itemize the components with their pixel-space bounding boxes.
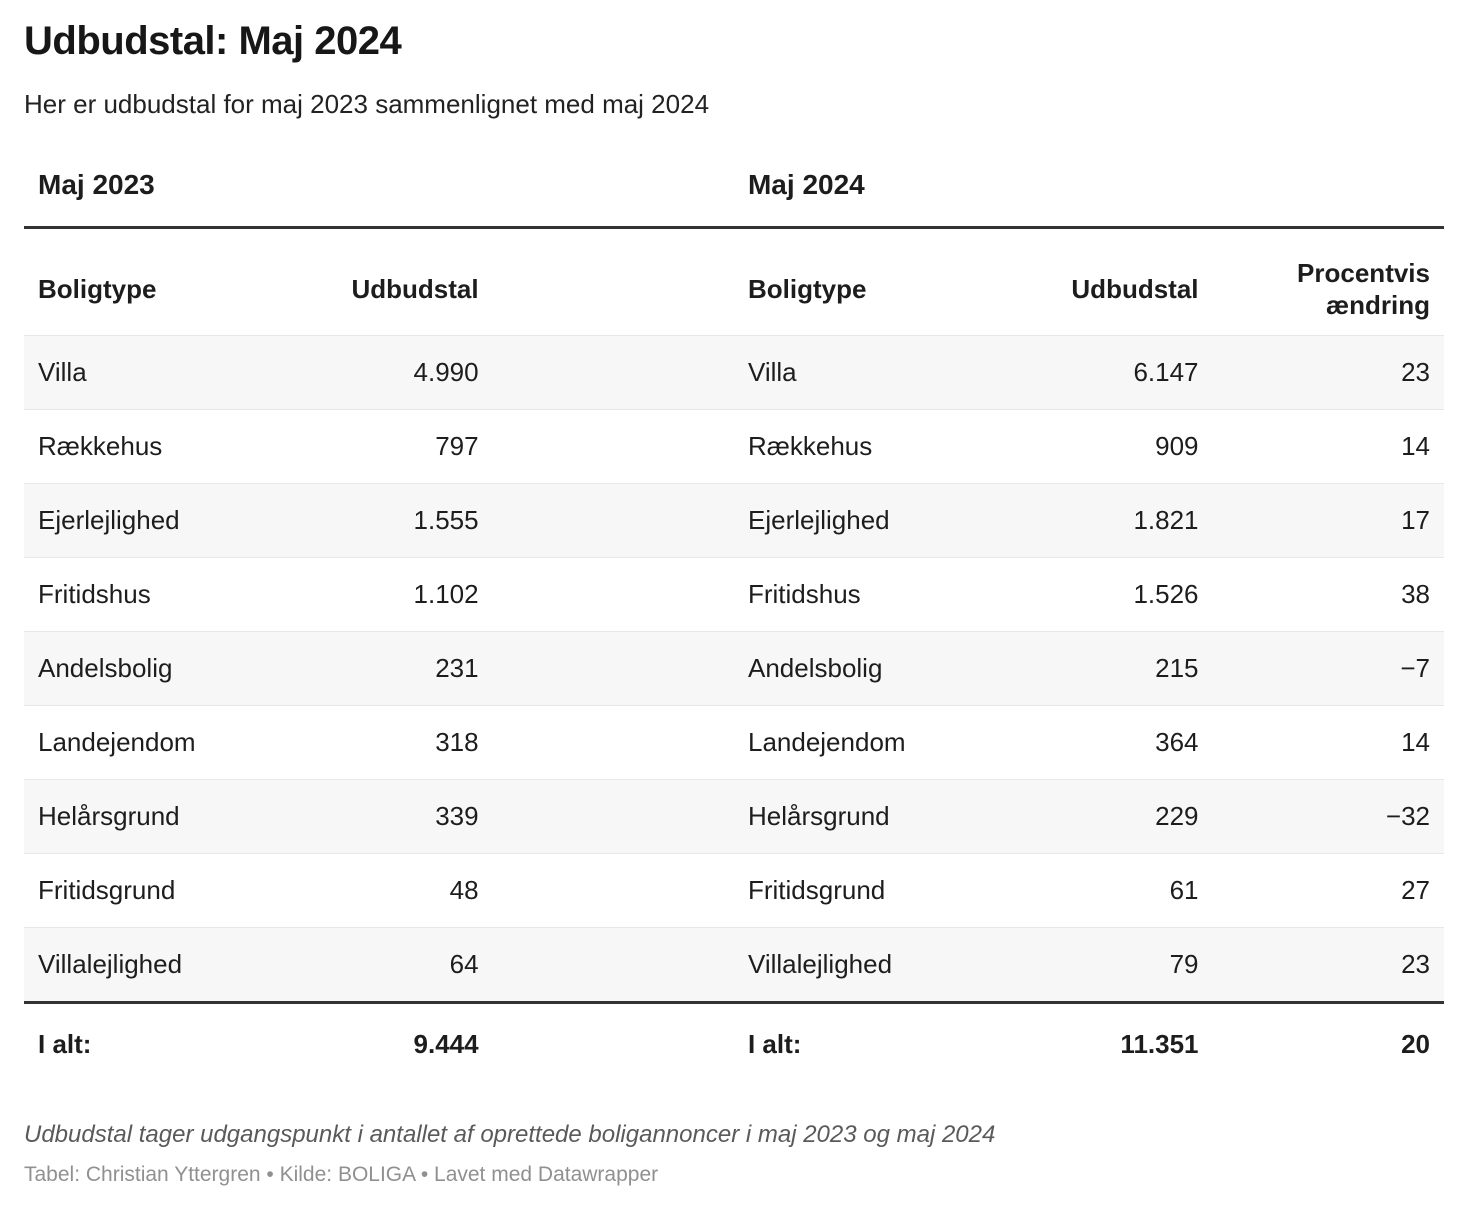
udbudstal-2024-cell: 229 bbox=[1155, 801, 1199, 831]
udbudstal-2023-cell: 318 bbox=[435, 727, 479, 757]
table-note: Udbudstal tager udgangspunkt i antallet … bbox=[24, 1121, 996, 1148]
spacer-cell bbox=[493, 558, 734, 632]
boligtype-2023-cell: Ejerlejlighed bbox=[38, 505, 180, 535]
group-header-row: Maj 2023 Maj 2024 bbox=[24, 168, 1444, 229]
udbudstal-2024-cell: 909 bbox=[1155, 431, 1199, 461]
table-row: Fritidshus 1.102 Fritidshus 1.526 38 bbox=[24, 557, 1444, 632]
col-header-boligtype-2023: Boligtype bbox=[38, 274, 157, 304]
page-title: Udbudstal: Maj 2024 bbox=[24, 19, 402, 63]
udbudstal-2024-cell: 1.821 bbox=[1133, 505, 1199, 535]
boligtype-2024-cell: Landejendom bbox=[747, 727, 906, 757]
group-header-maj-2024: Maj 2024 bbox=[733, 168, 1444, 229]
boligtype-2024-cell: Villalejlighed bbox=[747, 949, 893, 979]
pct-header-line1: Procentvis bbox=[1297, 258, 1430, 288]
boligtype-2024-cell: Ejerlejlighed bbox=[747, 505, 890, 535]
column-spacer bbox=[493, 228, 734, 336]
total-pct-change: 20 bbox=[1212, 1001, 1444, 1083]
spacer-cell bbox=[493, 632, 734, 706]
pct-change-cell: 14 bbox=[1401, 727, 1430, 757]
spacer-cell bbox=[493, 484, 734, 558]
boligtype-2024-cell: Rækkehus bbox=[747, 431, 873, 461]
pct-header-line2: ændring bbox=[1326, 290, 1430, 320]
pct-change-cell: 23 bbox=[1401, 357, 1430, 387]
udbudstal-2024-cell: 215 bbox=[1155, 653, 1199, 683]
boligtype-2024-cell: Villa bbox=[747, 357, 797, 387]
col-header-udbudstal-2023: Udbudstal bbox=[351, 274, 479, 304]
col-header-udbudstal-2024: Udbudstal bbox=[1071, 274, 1199, 304]
comparison-table: Maj 2023 Maj 2024 Boligtype Udbudstal Bo… bbox=[24, 168, 1444, 1083]
spacer-cell bbox=[492, 1001, 734, 1083]
udbudstal-2024-cell: 79 bbox=[1169, 949, 1199, 979]
udbudstal-2023-cell: 797 bbox=[435, 431, 479, 461]
udbudstal-2023-cell: 339 bbox=[435, 801, 479, 831]
table-row: Helårsgrund 339 Helårsgrund 229 −32 bbox=[24, 779, 1444, 854]
pct-change-cell: 17 bbox=[1401, 505, 1430, 535]
col-header-boligtype-2024: Boligtype bbox=[747, 274, 867, 304]
spacer-cell bbox=[493, 928, 734, 1003]
boligtype-2023-cell: Fritidshus bbox=[38, 579, 151, 609]
pct-change-cell: 27 bbox=[1401, 875, 1430, 905]
boligtype-2023-cell: Rækkehus bbox=[38, 431, 163, 461]
table-row: Villa 4.990 Villa 6.147 23 bbox=[24, 335, 1444, 410]
boligtype-2023-cell: Andelsbolig bbox=[38, 653, 173, 683]
udbudstal-2023-cell: 4.990 bbox=[413, 357, 479, 387]
spacer-cell bbox=[493, 780, 734, 854]
udbudstal-2024-cell: 61 bbox=[1169, 875, 1199, 905]
pct-change-cell: 23 bbox=[1401, 949, 1430, 979]
pct-change-cell: 14 bbox=[1401, 431, 1430, 461]
boligtype-2023-cell: Fritidsgrund bbox=[38, 875, 176, 905]
boligtype-2024-cell: Helårsgrund bbox=[747, 801, 890, 831]
udbudstal-2023-cell: 231 bbox=[435, 653, 479, 683]
udbudstal-2023-cell: 1.102 bbox=[413, 579, 479, 609]
group-header-maj-2023: Maj 2023 bbox=[24, 168, 734, 229]
spacer-cell bbox=[493, 336, 734, 410]
boligtype-2024-cell: Fritidsgrund bbox=[747, 875, 886, 905]
table-row: Landejendom 318 Landejendom 364 14 bbox=[24, 705, 1444, 780]
udbudstal-2024-cell: 6.147 bbox=[1133, 357, 1199, 387]
udbudstal-2024-cell: 364 bbox=[1155, 727, 1199, 757]
udbudstal-2023-cell: 1.555 bbox=[413, 505, 479, 535]
table-credit: Tabel: Christian Yttergren • Kilde: BOLI… bbox=[24, 1163, 659, 1186]
boligtype-2023-cell: Villa bbox=[38, 357, 87, 387]
pct-change-cell: 38 bbox=[1401, 579, 1430, 609]
table-body: Villa 4.990 Villa 6.147 23 Rækkehus 797 … bbox=[24, 335, 1444, 1003]
pct-change-cell: −7 bbox=[1400, 653, 1430, 683]
total-row: I alt: 9.444 I alt: 11.351 20 bbox=[24, 1001, 1444, 1083]
udbudstal-2023-cell: 64 bbox=[449, 949, 479, 979]
pct-change-cell: −32 bbox=[1385, 801, 1430, 831]
table-row: Fritidsgrund 48 Fritidsgrund 61 27 bbox=[24, 853, 1444, 928]
udbudstal-2024-cell: 1.526 bbox=[1133, 579, 1199, 609]
boligtype-2023-cell: Villalejlighed bbox=[38, 949, 183, 979]
total-udbudstal-2024: 11.351 bbox=[1017, 1001, 1213, 1083]
table-row: Ejerlejlighed 1.555 Ejerlejlighed 1.821 … bbox=[24, 483, 1444, 558]
boligtype-2023-cell: Helårsgrund bbox=[38, 801, 180, 831]
udbudstal-2023-cell: 48 bbox=[449, 875, 479, 905]
spacer-cell bbox=[493, 410, 734, 484]
page-subtitle: Her er udbudstal for maj 2023 sammenlign… bbox=[24, 89, 710, 119]
boligtype-2024-cell: Fritidshus bbox=[747, 579, 861, 609]
boligtype-2024-cell: Andelsbolig bbox=[747, 653, 883, 683]
table-row: Villalejlighed 64 Villalejlighed 79 23 bbox=[24, 927, 1444, 1003]
col-header-procentvis-aendring: Procentvis ændring bbox=[1213, 228, 1444, 336]
boligtype-2023-cell: Landejendom bbox=[38, 727, 196, 757]
table-row: Rækkehus 797 Rækkehus 909 14 bbox=[24, 409, 1444, 484]
total-udbudstal-2023: 9.444 bbox=[308, 1001, 493, 1083]
column-header-row: Boligtype Udbudstal Boligtype Udbudstal … bbox=[24, 228, 1444, 336]
spacer-cell bbox=[493, 854, 734, 928]
spacer-cell bbox=[493, 706, 734, 780]
total-label-2023: I alt: bbox=[24, 1001, 308, 1083]
total-label-2024: I alt: bbox=[733, 1001, 1018, 1083]
table-row: Andelsbolig 231 Andelsbolig 215 −7 bbox=[24, 631, 1444, 706]
